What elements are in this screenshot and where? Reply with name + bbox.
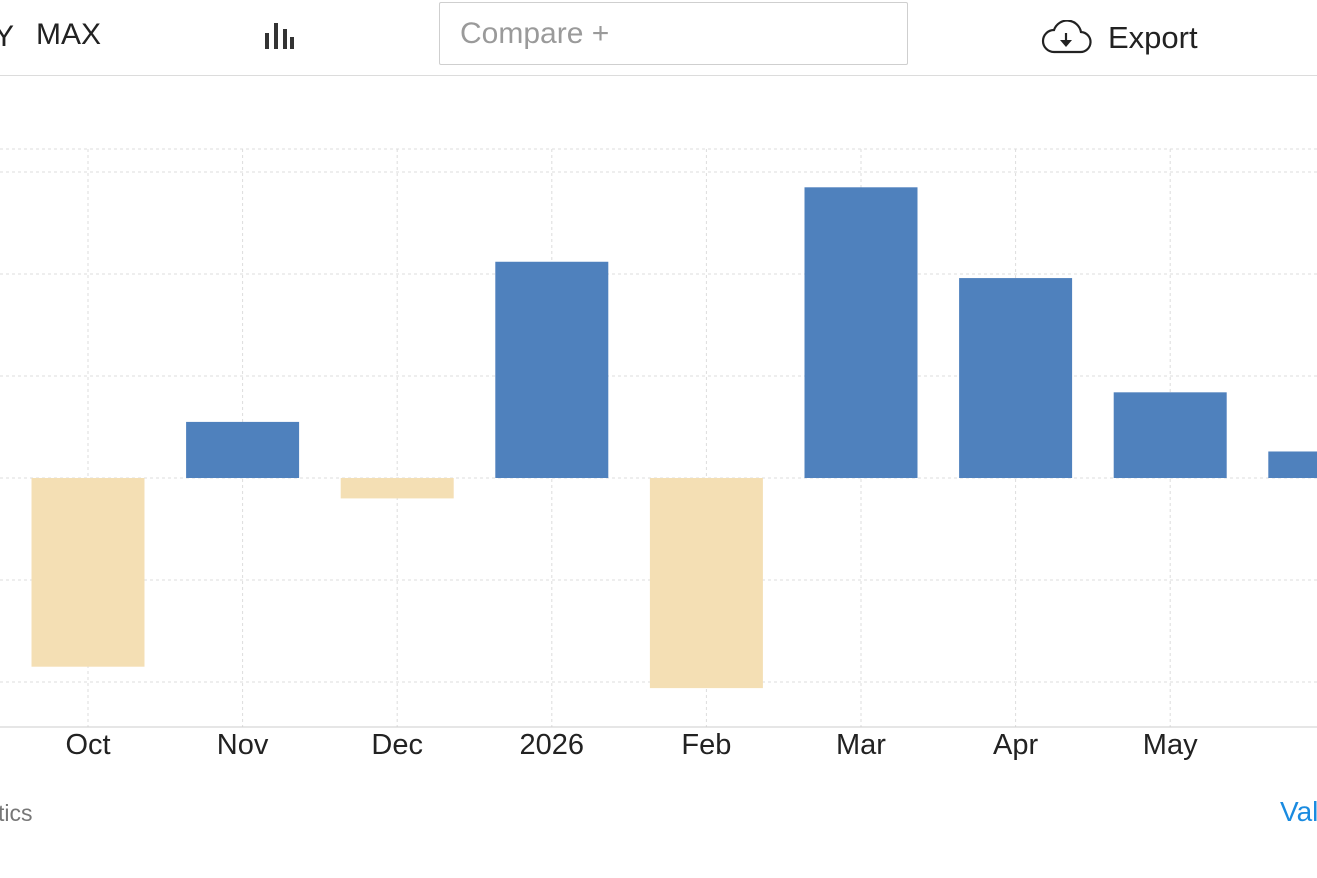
x-tick-label: Nov [217, 729, 269, 761]
x-tick-label: Dec [371, 729, 423, 761]
x-tick-label: Oct [65, 729, 110, 761]
cloud-download-icon [1041, 20, 1092, 54]
bar-chart-icon[interactable] [262, 21, 296, 53]
x-tick-label: 2026 [520, 729, 585, 761]
bar-feb[interactable] [649, 478, 763, 689]
range-max-button[interactable]: MAX [36, 18, 102, 51]
x-tick-label: Feb [681, 729, 731, 761]
bar-dec[interactable] [340, 478, 454, 499]
x-axis-labels: OctNovDec2026FebMarAprMayJ [65, 729, 1198, 761]
bar-j[interactable] [1268, 451, 1317, 478]
compare-input[interactable] [439, 2, 908, 65]
bar-mar[interactable] [804, 187, 918, 479]
export-button[interactable]: Export [1040, 14, 1198, 62]
bar-2026[interactable] [495, 261, 609, 478]
source-link[interactable]: Val [1280, 796, 1317, 827]
bar-may[interactable] [1113, 392, 1227, 478]
x-tick-label: Apr [993, 729, 1038, 761]
x-tick-label: Mar [836, 729, 886, 761]
chart-bars [31, 187, 1317, 689]
x-tick-label: May [1143, 729, 1198, 761]
bar-oct[interactable] [31, 478, 145, 667]
bar-apr[interactable] [959, 278, 1073, 478]
source-text: tics [0, 800, 33, 826]
chart-toolbar: Y MAX Export [0, 0, 1317, 76]
range-button-partial[interactable]: Y [0, 20, 15, 53]
export-label: Export [1108, 20, 1198, 55]
bar-nov[interactable] [186, 421, 300, 478]
bar-chart: OctNovDec2026FebMarAprMayJ [0, 148, 1317, 761]
